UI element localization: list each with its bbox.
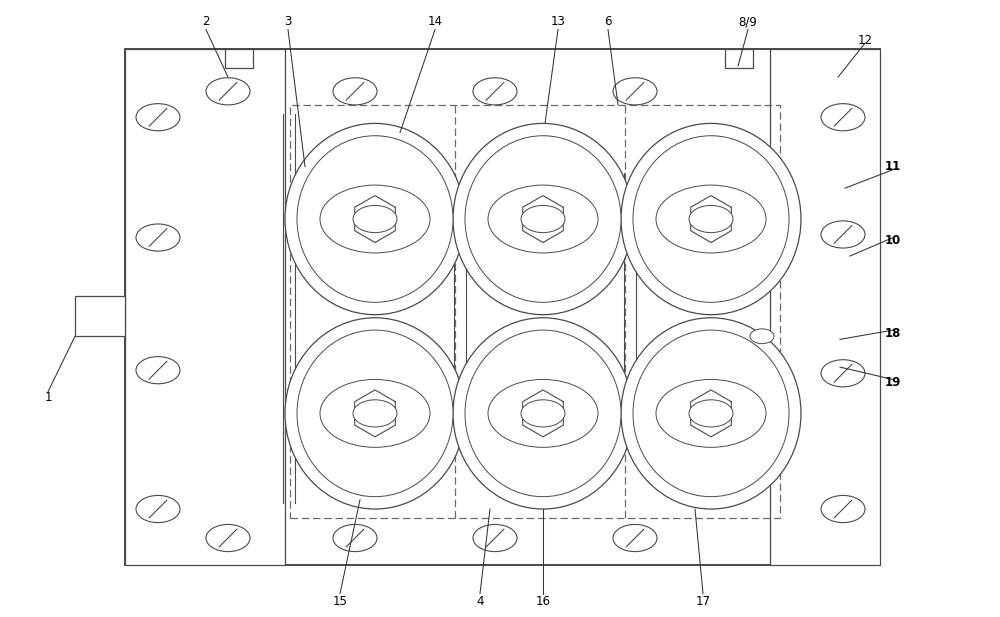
Circle shape [353,400,397,427]
Text: 6: 6 [604,15,612,28]
Circle shape [320,379,430,447]
Circle shape [689,205,733,233]
Ellipse shape [297,136,453,302]
Circle shape [136,224,180,251]
Bar [75,296,125,336]
Bar [125,49,880,565]
Polygon shape [523,196,563,242]
Text: 2: 2 [202,15,210,28]
Polygon shape [691,390,731,437]
Text: 19: 19 [885,376,901,389]
Ellipse shape [453,123,633,315]
Polygon shape [523,390,563,437]
Circle shape [136,495,180,523]
Circle shape [821,360,865,387]
Circle shape [353,205,397,233]
Circle shape [333,78,377,105]
Polygon shape [355,390,395,437]
Text: 15: 15 [333,595,347,608]
Ellipse shape [285,318,465,509]
Circle shape [473,78,517,105]
Ellipse shape [297,330,453,497]
Circle shape [613,78,657,105]
Circle shape [206,78,250,105]
Ellipse shape [465,330,621,497]
Text: 8/9: 8/9 [739,15,757,28]
Circle shape [473,524,517,552]
Text: 16: 16 [536,595,550,608]
Ellipse shape [453,318,633,509]
Ellipse shape [465,136,621,302]
Circle shape [656,379,766,447]
Ellipse shape [285,123,465,315]
Circle shape [206,524,250,552]
Text: 4: 4 [476,595,484,608]
Ellipse shape [633,136,789,302]
Bar [770,49,880,565]
Text: 13: 13 [551,15,565,28]
Circle shape [821,221,865,248]
Bar [725,49,753,68]
Ellipse shape [633,330,789,497]
Circle shape [136,104,180,131]
Bar [290,105,780,518]
Text: 10: 10 [885,234,901,247]
Text: 17: 17 [696,595,710,608]
Circle shape [333,524,377,552]
Circle shape [821,104,865,131]
Circle shape [521,400,565,427]
Text: 18: 18 [885,326,901,340]
Circle shape [750,329,774,344]
Circle shape [656,185,766,253]
Text: 14: 14 [428,15,442,28]
Text: 1: 1 [44,391,52,405]
Ellipse shape [621,123,801,315]
Text: 3: 3 [284,15,292,28]
Circle shape [521,205,565,233]
Text: 12: 12 [858,33,872,47]
Circle shape [136,357,180,384]
Polygon shape [355,196,395,242]
Circle shape [488,185,598,253]
Ellipse shape [621,318,801,509]
Bar [125,49,285,565]
Circle shape [613,524,657,552]
Circle shape [488,379,598,447]
Circle shape [689,400,733,427]
Text: 11: 11 [885,160,901,173]
Circle shape [821,495,865,523]
Circle shape [320,185,430,253]
Polygon shape [691,196,731,242]
Bar [225,49,253,68]
